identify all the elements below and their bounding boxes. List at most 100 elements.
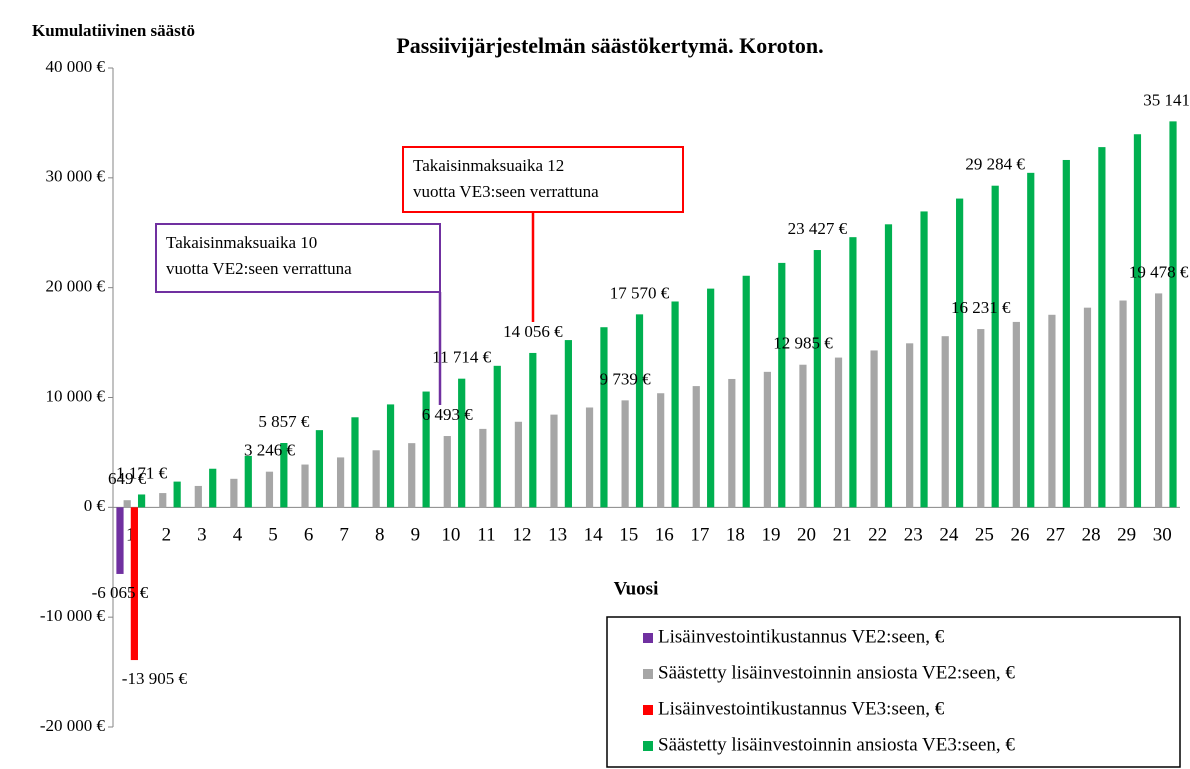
data-label: 649 €: [108, 469, 147, 488]
bar: [564, 340, 572, 508]
data-label: 23 427 €: [788, 219, 848, 238]
bar: [1062, 159, 1070, 508]
bar: [849, 237, 857, 508]
bar: [230, 478, 238, 508]
x-tick-label: 5: [268, 525, 278, 546]
y-tick-label: 40 000 €: [46, 57, 106, 76]
bar: [386, 404, 395, 508]
data-label: -6 065 €: [92, 583, 149, 602]
bar: [493, 365, 501, 508]
bar: [635, 314, 644, 508]
x-tick-label: 26: [1010, 525, 1029, 546]
x-tick-label: 13: [548, 525, 567, 546]
y-axis-title: Kumulatiivinen säästö: [32, 21, 195, 40]
bar: [956, 198, 964, 508]
y-tick-label: -10 000 €: [40, 606, 106, 625]
bar: [372, 450, 380, 508]
data-label: 9 739 €: [600, 369, 652, 388]
bar: [941, 336, 949, 508]
bar: [529, 352, 537, 508]
data-label: 11 714 €: [432, 348, 491, 367]
bar: [728, 378, 736, 508]
bar: [116, 507, 124, 574]
bar: [130, 507, 138, 661]
y-tick-label: 30 000 €: [46, 167, 106, 186]
x-axis-title: Vuosi: [614, 578, 659, 599]
callout-box: [155, 223, 441, 293]
callout-text: vuotta VE3:seen verrattuna: [413, 182, 599, 201]
bar: [906, 343, 914, 508]
callout-text: vuotta VE2:seen verrattuna: [166, 259, 352, 278]
x-tick-label: 27: [1046, 525, 1065, 546]
data-label: 19 478 €: [1129, 262, 1189, 281]
x-tick-label: 23: [904, 525, 923, 546]
legend-label: Säästetty lisäinvestoinnin ansiosta VE2:…: [658, 662, 1015, 683]
x-tick-label: 4: [233, 525, 243, 546]
y-tick-label: 0 €: [84, 496, 106, 515]
bar: [479, 428, 487, 508]
bar: [1012, 321, 1020, 508]
bar: [443, 436, 451, 508]
bar: [1098, 147, 1106, 508]
x-tick-label: 20: [797, 525, 816, 546]
x-tick-label: 6: [304, 525, 314, 546]
x-tick-label: 19: [761, 525, 780, 546]
x-tick-label: 28: [1082, 525, 1101, 546]
legend-label: Lisäinvestointikustannus VE3:seen, €: [658, 698, 945, 719]
data-label: 6 493 €: [422, 405, 474, 424]
bar: [585, 407, 594, 508]
bar: [458, 378, 466, 508]
bar: [884, 224, 893, 508]
x-tick-label: 18: [726, 525, 745, 546]
bar: [1169, 121, 1177, 508]
bar: [813, 250, 821, 508]
bar: [280, 443, 288, 508]
x-tick-label: 15: [619, 525, 638, 546]
bar: [1155, 293, 1163, 508]
x-tick-label: 8: [375, 525, 385, 546]
bar: [514, 421, 523, 508]
x-tick-label: 16: [655, 525, 674, 546]
bar: [1133, 134, 1142, 508]
bar: [778, 262, 786, 508]
bar: [1027, 172, 1035, 508]
bar: [209, 468, 217, 508]
bar: [315, 430, 324, 508]
legend-label: Säästetty lisäinvestoinnin ansiosta VE3:…: [658, 734, 1015, 755]
data-label: 29 284 €: [965, 155, 1025, 174]
chart-title: Passiivijärjestelmän säästökertymä. Koro…: [396, 33, 823, 58]
x-tick-label: 30: [1153, 525, 1172, 546]
bar: [137, 494, 146, 508]
bar: [159, 493, 167, 508]
bar: [920, 211, 928, 508]
bar: [671, 301, 679, 508]
x-tick-label: 12: [513, 525, 532, 546]
bar: [799, 364, 807, 508]
legend-label: Lisäinvestointikustannus VE2:seen, €: [658, 626, 945, 647]
bar: [244, 455, 252, 508]
callout-box: [402, 146, 684, 213]
bar: [763, 371, 771, 508]
bar: [408, 443, 416, 508]
bar: [657, 393, 665, 508]
bar: [173, 481, 181, 508]
x-tick-label: 9: [411, 525, 421, 546]
bar: [1048, 314, 1056, 508]
x-tick-label: 14: [584, 525, 604, 546]
y-tick-label: 20 000 €: [46, 277, 106, 296]
x-tick-label: 17: [690, 525, 709, 546]
x-tick-label: 2: [162, 525, 172, 546]
bar: [301, 464, 309, 508]
bar: [692, 386, 700, 508]
bar: [991, 185, 999, 508]
data-label: 14 056 €: [503, 322, 563, 341]
data-label: -13 905 €: [122, 669, 188, 688]
bar: [123, 500, 131, 508]
legend-swatch: [643, 633, 653, 643]
bar: [550, 414, 558, 508]
x-tick-label: 22: [868, 525, 887, 546]
legend-swatch: [643, 669, 653, 679]
bar: [422, 391, 430, 508]
x-tick-label: 24: [939, 525, 959, 546]
